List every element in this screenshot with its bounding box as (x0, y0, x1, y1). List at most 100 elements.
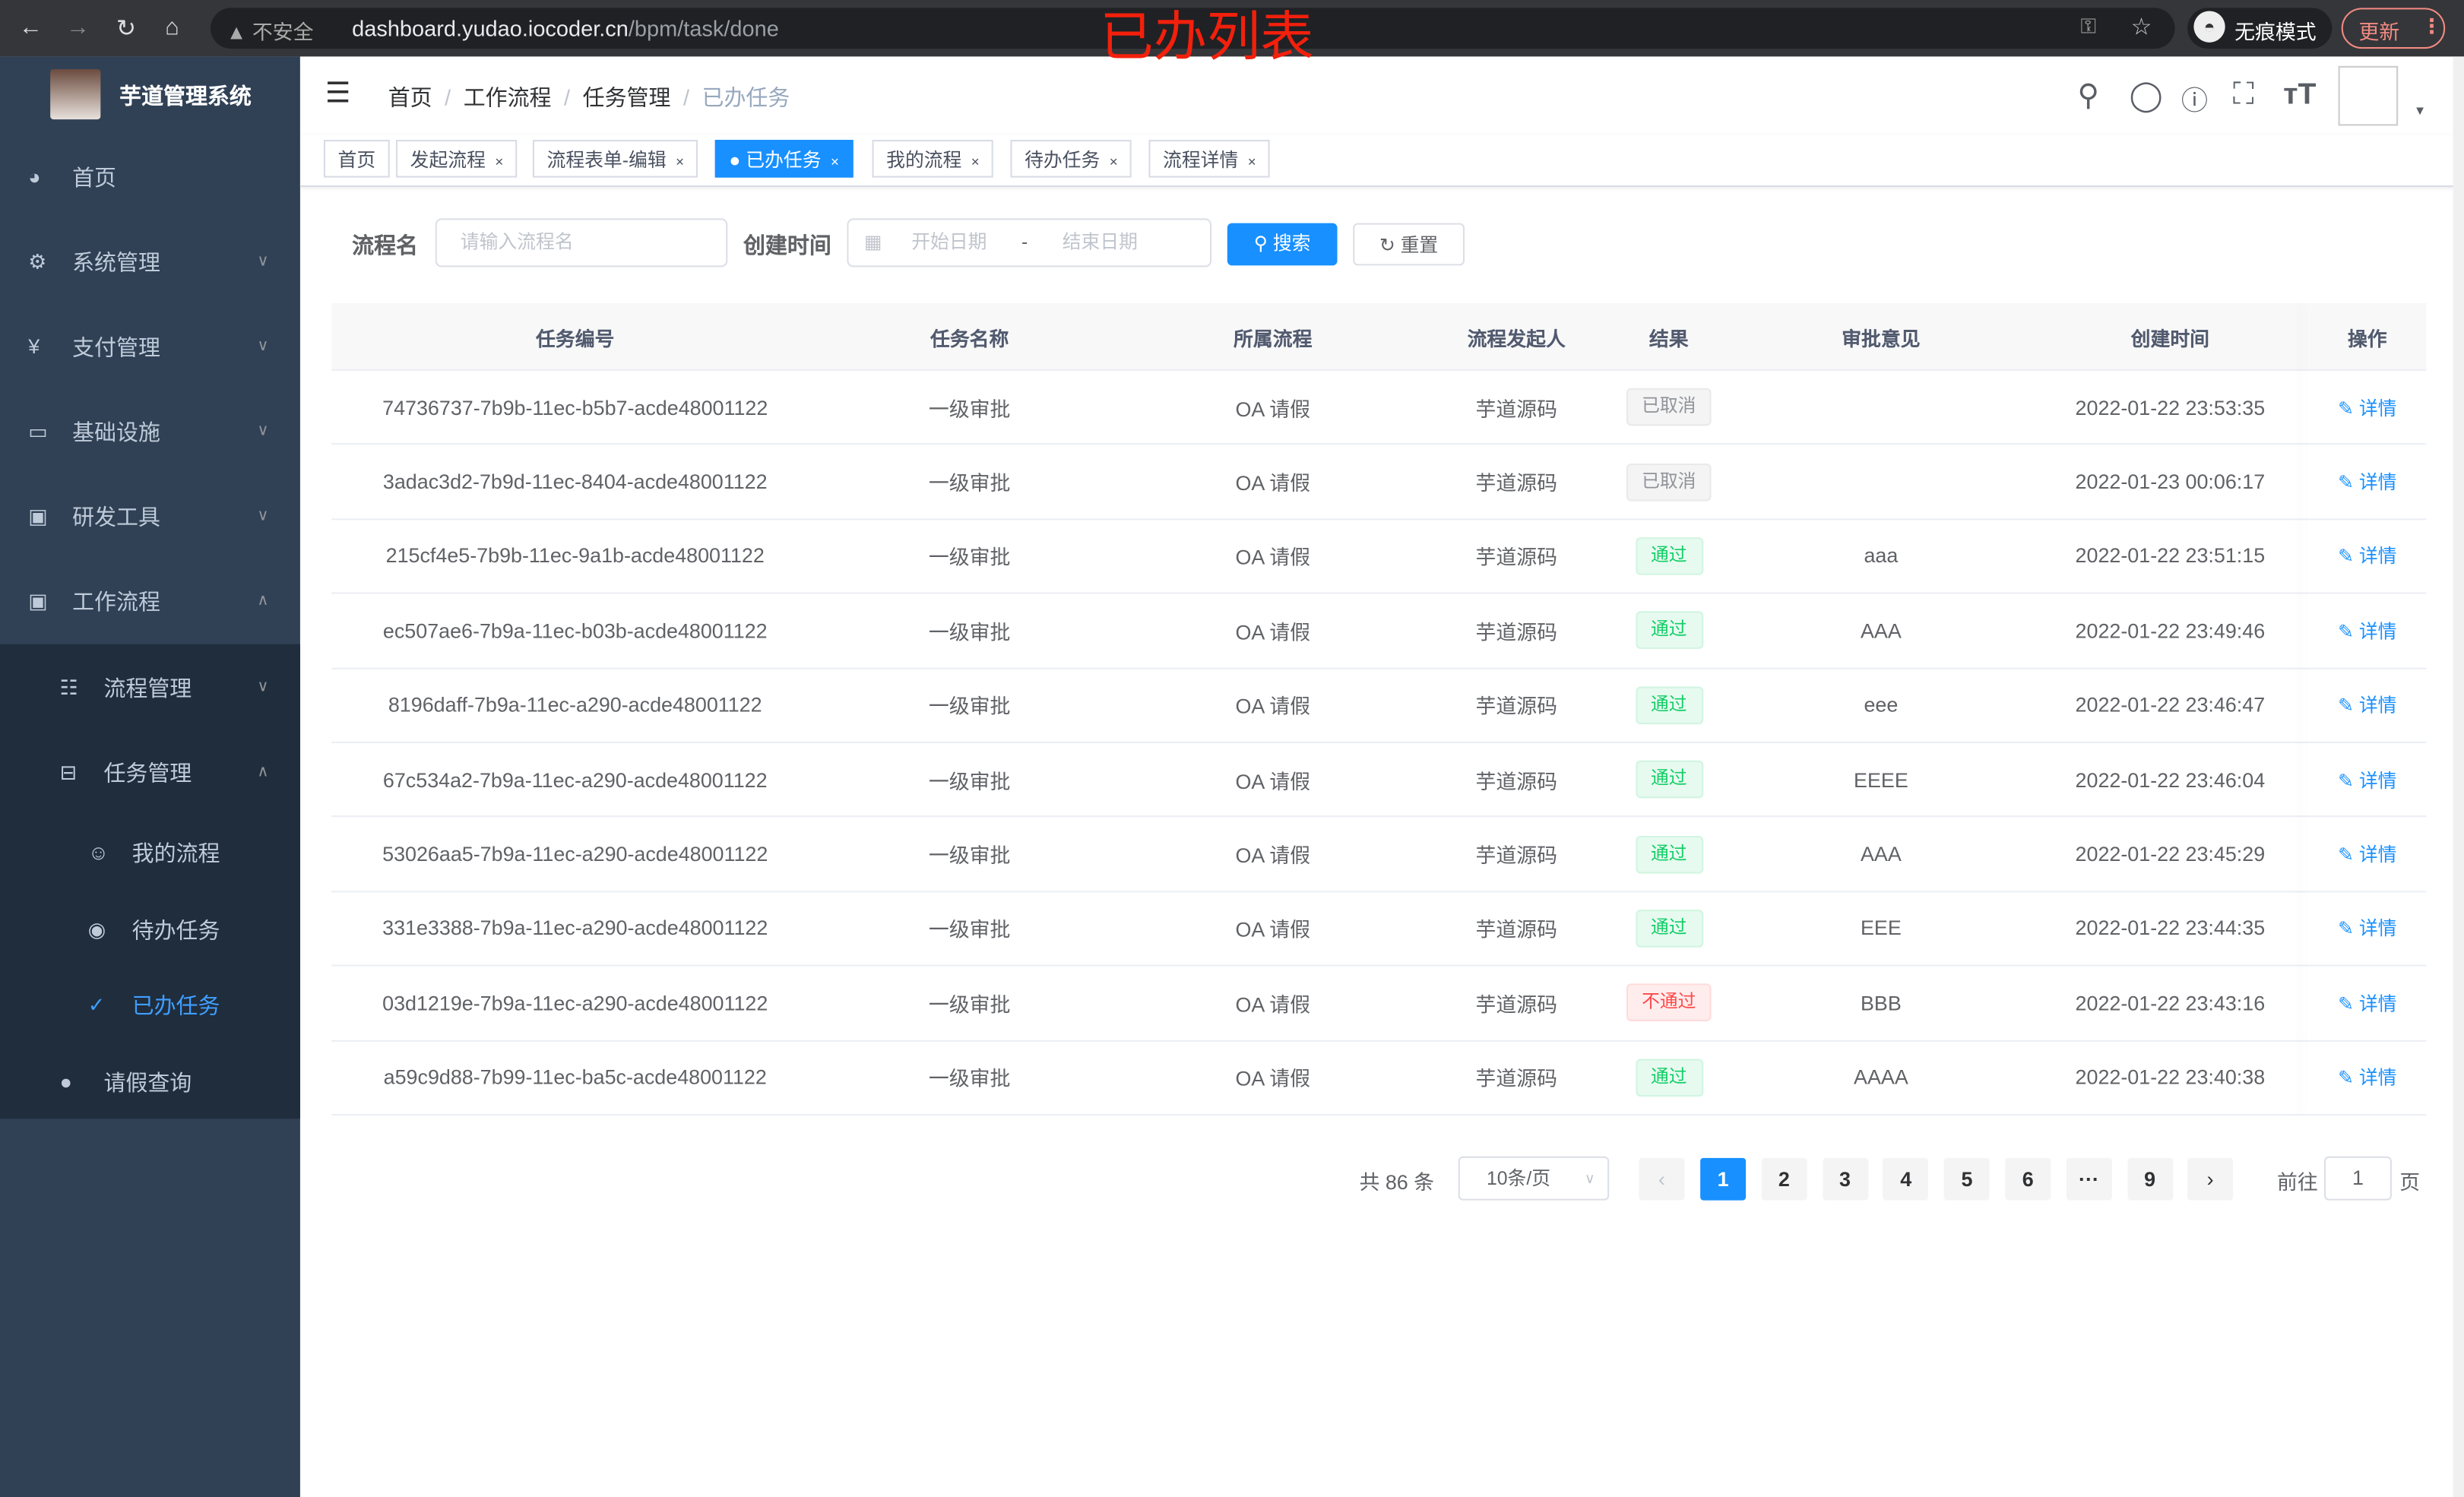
tag-1[interactable]: 发起流程 × (396, 140, 518, 178)
close-icon[interactable]: × (830, 153, 839, 170)
annotation-title: 已办列表 (1100, 8, 1314, 68)
process-name-input[interactable]: 请输入流程名 (435, 218, 728, 267)
search-button[interactable]: ⚲ 搜索 (1227, 223, 1338, 266)
next-page-button[interactable]: › (2187, 1157, 2234, 1201)
font-size-icon[interactable]: ᴛT (2283, 78, 2317, 112)
sidebar-item-3[interactable]: ▭ 基础设施 ∨ (0, 400, 300, 464)
home-icon[interactable]: ⌂ (165, 14, 179, 41)
detail-link[interactable]: ✎ 详情 (2338, 617, 2396, 644)
edit-icon: ✎ (2338, 471, 2359, 494)
close-icon[interactable]: × (495, 153, 504, 170)
back-icon[interactable]: ← (18, 14, 43, 41)
detail-link[interactable]: ✎ 详情 (2338, 989, 2396, 1016)
cell-comment: AAA (1861, 619, 1902, 643)
hamburger-icon[interactable]: ☰ (325, 77, 351, 109)
page-button[interactable]: 3 (1822, 1157, 1868, 1201)
close-icon[interactable]: × (1109, 153, 1118, 170)
page-button[interactable]: 1 (1700, 1157, 1747, 1201)
help-icon[interactable]: ⓘ (2181, 86, 2208, 117)
page-button[interactable]: 6 (2005, 1157, 2051, 1201)
update-button[interactable]: 更新 ⋮ (2341, 8, 2446, 49)
column-header[interactable]: 任务编号 (536, 328, 615, 350)
table-row: 215cf4e5-7b9b-11ec-9a1b-acde48001122 一级审批… (331, 520, 2427, 594)
refresh-icon: ↻ (1379, 234, 1401, 257)
page-button[interactable]: 4 (1883, 1157, 1929, 1201)
address-bar[interactable]: ▲ 不安全 dashboard.yudao.iocoder.cn/bpm/tas… (211, 8, 2175, 49)
column-header[interactable]: 流程发起人 (1467, 328, 1566, 350)
sidebar-item-label: 支付管理 (72, 334, 160, 360)
detail-link[interactable]: ✎ 详情 (2338, 1064, 2396, 1090)
cell-id: 8196daff-7b9a-11ec-a290-acde48001122 (388, 693, 762, 717)
cell-name: 一级审批 (928, 397, 1011, 421)
tag-0[interactable]: 首页 (323, 140, 390, 178)
detail-link[interactable]: ✎ 详情 (2338, 915, 2396, 942)
page-button[interactable]: 2 (1761, 1157, 1807, 1201)
table-row: a59c9d88-7b99-11ec-ba5c-acde48001122 一级审批… (331, 1041, 2427, 1116)
caret-down-icon[interactable]: ▼ (2413, 103, 2427, 119)
detail-link[interactable]: ✎ 详情 (2338, 840, 2396, 867)
column-header[interactable]: 任务名称 (930, 328, 1009, 350)
start-date-input[interactable]: 开始日期 (911, 230, 987, 253)
tag-4[interactable]: 我的流程 × (872, 140, 994, 178)
scrollbar[interactable] (2453, 56, 2464, 1497)
page-button[interactable]: ··· (2066, 1157, 2112, 1201)
process-name-label: 流程名 (352, 233, 418, 258)
close-icon[interactable]: × (676, 153, 684, 170)
star-icon[interactable]: ☆ (2130, 14, 2152, 41)
tag-6[interactable]: 流程详情 × (1148, 140, 1271, 178)
tag-3[interactable]: ● 已办任务 × (714, 140, 854, 178)
page-button[interactable]: 5 (1944, 1157, 1990, 1201)
cell-comment: EEEE (1854, 767, 1908, 792)
cell-id: ec507ae6-7b9a-11ec-b03b-acde48001122 (382, 619, 768, 643)
detail-link[interactable]: ✎ 详情 (2338, 468, 2396, 495)
sidebar-item-2[interactable]: ¥ 支付管理 ∨ (0, 316, 300, 379)
forward-icon[interactable]: → (65, 14, 90, 41)
cell-id: 53026aa5-7b9a-11ec-a290-acde48001122 (382, 842, 768, 866)
reset-button[interactable]: ↻ 重置 (1353, 223, 1465, 266)
sidebar-item-11[interactable]: ● 请假查询 (0, 1051, 300, 1114)
sidebar-item-7[interactable]: ⊟ 任务管理 ∧ (0, 742, 300, 805)
end-date-input[interactable]: 结束日期 (1062, 230, 1138, 253)
github-icon[interactable]: ◯ (2129, 80, 2163, 113)
breadcrumb-item[interactable]: 首页 (388, 84, 432, 110)
close-icon[interactable]: × (1247, 153, 1256, 170)
sidebar-item-1[interactable]: ⚙ 系统管理 ∨ (0, 231, 300, 294)
column-header[interactable]: 创建时间 (2130, 328, 2210, 350)
reload-icon[interactable]: ↻ (116, 15, 137, 43)
column-header[interactable]: 操作 (2347, 328, 2387, 350)
sidebar-item-4[interactable]: ▣ 研发工具 ∨ (0, 486, 300, 549)
column-header[interactable]: 所属流程 (1234, 328, 1313, 350)
column-header[interactable]: 结果 (1648, 328, 1689, 350)
prev-page-button[interactable]: ‹ (1639, 1157, 1685, 1201)
tag-label: 待办任务 (1025, 149, 1101, 172)
tag-2[interactable]: 流程表单-编辑 × (532, 140, 698, 178)
detail-link[interactable]: ✎ 详情 (2338, 394, 2396, 420)
column-header[interactable]: 审批意见 (1842, 328, 1921, 350)
cell-id: 67c534a2-7b9a-11ec-a290-acde48001122 (382, 767, 768, 792)
goto-page-input[interactable]: 1 (2323, 1156, 2392, 1201)
date-range-picker[interactable]: ▦ 开始日期 - 结束日期 (847, 218, 1212, 267)
detail-link[interactable]: ✎ 详情 (2338, 692, 2396, 718)
sidebar-item-10[interactable]: ✓ 已办任务 (0, 974, 300, 1037)
sidebar-item-6[interactable]: ☷ 流程管理 ∨ (0, 657, 300, 720)
sidebar-item-5[interactable]: ▣ 工作流程 ∧ (0, 571, 300, 634)
tag-5[interactable]: 待办任务 × (1010, 140, 1132, 178)
search-icon[interactable]: ⚲ (2077, 80, 2100, 113)
sidebar-item-0[interactable]: ◕ 首页 (0, 146, 300, 209)
detail-link[interactable]: ✎ 详情 (2338, 543, 2396, 569)
close-icon[interactable]: × (971, 153, 980, 170)
incognito-badge[interactable]: ◓ 无痕模式 (2187, 8, 2333, 49)
tag-label: 发起流程 (410, 149, 486, 172)
status-badge: 通过 (1635, 686, 1703, 724)
page-button[interactable]: 9 (2127, 1157, 2173, 1201)
sidebar-item-9[interactable]: ◉ 待办任务 (0, 899, 300, 962)
breadcrumb-item[interactable]: 任务管理 (582, 84, 671, 110)
avatar[interactable] (2338, 65, 2399, 126)
page-size-select[interactable]: 10条/页 ∨ (1458, 1156, 1610, 1201)
status-badge: 通过 (1635, 612, 1703, 650)
sidebar-item-8[interactable]: ☺ 我的流程 (0, 821, 300, 885)
fullscreen-icon[interactable]: ⛶ (2233, 78, 2254, 112)
breadcrumb-item[interactable]: 工作流程 (463, 84, 552, 110)
detail-link[interactable]: ✎ 详情 (2338, 766, 2396, 793)
key-icon[interactable]: ⚿ (2080, 14, 2096, 38)
